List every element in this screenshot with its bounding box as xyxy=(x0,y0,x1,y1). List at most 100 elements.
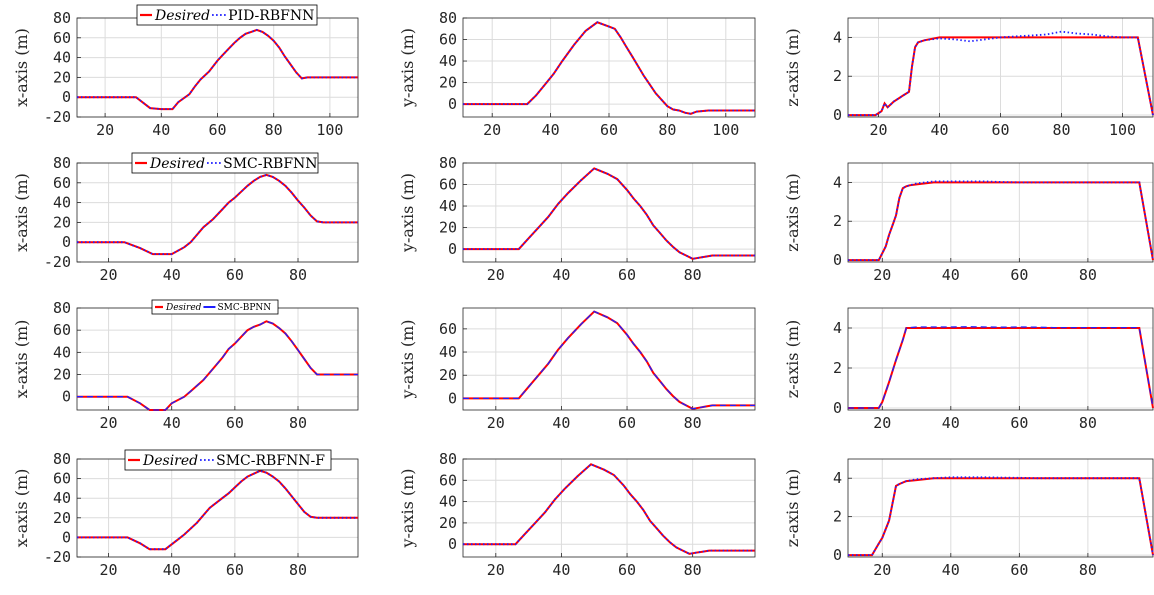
y-tick-label: 60 xyxy=(53,470,71,488)
series-estimated-line xyxy=(463,21,755,115)
y-tick-label: 0 xyxy=(62,388,71,406)
series-estimated-line xyxy=(463,463,755,555)
x-tick-label: 100 xyxy=(1109,121,1136,139)
series-desired-line xyxy=(463,463,755,555)
y-tick-label: 4 xyxy=(833,319,842,337)
x-tick-label: 80 xyxy=(1079,414,1097,432)
y-tick-label: 60 xyxy=(53,29,71,47)
y-tick-label: 2 xyxy=(833,212,842,230)
x-tick-label: 60 xyxy=(600,121,618,139)
x-tick-label: 20 xyxy=(873,561,891,579)
subplot-r3-c2: 20 40 60 80 0 2 4 z-axis (m) xyxy=(783,458,1154,579)
y-axis-label: x-axis (m) xyxy=(12,173,31,252)
x-tick-label: 20 xyxy=(873,266,891,284)
axes-frame xyxy=(847,307,1154,411)
y-tick-label: 20 xyxy=(439,219,457,237)
y-axis-label: y-axis (m) xyxy=(398,468,417,548)
y-tick-label: -20 xyxy=(44,253,71,271)
x-tick-label: 40 xyxy=(163,266,181,284)
subplot-r2-c1: 20 40 60 80 0 20 40 60 y-axis (m) xyxy=(398,307,756,432)
y-tick-label: 80 xyxy=(53,299,71,317)
y-tick-label: 80 xyxy=(53,154,71,172)
x-tick-label: 40 xyxy=(942,414,960,432)
x-tick-label: 20 xyxy=(869,121,887,139)
axes-frame xyxy=(847,162,1154,263)
y-axis-label: y-axis (m) xyxy=(398,173,417,253)
x-tick-label: 80 xyxy=(1052,121,1070,139)
y-tick-label: 20 xyxy=(53,509,71,527)
y-tick-label: 0 xyxy=(448,535,457,553)
axes-frame xyxy=(76,162,359,263)
x-tick-label: 40 xyxy=(152,121,170,139)
x-tick-label: 60 xyxy=(1010,561,1028,579)
axes-frame xyxy=(462,458,756,558)
series-estimated-line xyxy=(463,167,755,260)
y-tick-label: 0 xyxy=(833,399,842,417)
series-estimated-line xyxy=(848,326,1154,409)
y-tick-label: 20 xyxy=(53,68,71,86)
series-estimated-line xyxy=(77,469,358,551)
x-tick-label: 60 xyxy=(208,121,226,139)
y-axis-label: z-axis (m) xyxy=(783,28,802,106)
y-tick-label: 60 xyxy=(53,321,71,339)
x-tick-label: 80 xyxy=(684,266,702,284)
y-axis-label: z-axis (m) xyxy=(783,173,802,251)
y-tick-label: 40 xyxy=(439,197,457,215)
x-tick-label: 40 xyxy=(942,266,960,284)
y-tick-label: 0 xyxy=(62,88,71,106)
subplot-r0-c1: 20 40 60 80 100 0 20 40 60 80 y-axis (m) xyxy=(398,9,756,139)
subplot-r2-c2: 20 40 60 80 0 2 4 z-axis (m) xyxy=(783,307,1154,432)
y-tick-label: 40 xyxy=(53,194,71,212)
y-axis-label: x-axis (m) xyxy=(12,320,31,399)
legend-box xyxy=(131,152,319,174)
y-tick-label: 80 xyxy=(53,9,71,27)
x-tick-label: 40 xyxy=(163,561,181,579)
y-tick-label: 40 xyxy=(53,343,71,361)
y-tick-label: 40 xyxy=(439,493,457,511)
x-tick-label: 20 xyxy=(487,266,505,284)
subplot-r1-c2: 20 40 60 80 0 2 4 z-axis (m) xyxy=(783,162,1154,284)
legend-box xyxy=(124,449,332,471)
x-tick-label: 20 xyxy=(100,561,118,579)
y-tick-label: 60 xyxy=(439,31,457,49)
x-tick-label: 80 xyxy=(684,414,702,432)
legend-estimated-label: SMC-BPNN xyxy=(217,303,271,313)
x-tick-label: 20 xyxy=(487,561,505,579)
legend: Desired SMC-BPNN xyxy=(151,299,279,315)
y-tick-label: 40 xyxy=(439,52,457,70)
x-tick-label: 20 xyxy=(100,266,118,284)
x-tick-label: 40 xyxy=(163,414,181,432)
x-tick-label: 60 xyxy=(618,561,636,579)
x-tick-label: 40 xyxy=(930,121,948,139)
y-tick-label: 4 xyxy=(833,28,842,46)
y-tick-label: 20 xyxy=(439,514,457,532)
x-tick-label: 60 xyxy=(226,414,244,432)
y-tick-label: 60 xyxy=(439,320,457,338)
y-axis-label: x-axis (m) xyxy=(12,469,31,548)
x-tick-label: 80 xyxy=(684,561,702,579)
x-tick-label: 100 xyxy=(316,121,343,139)
x-tick-label: 60 xyxy=(1010,266,1028,284)
series-estimated-line xyxy=(463,310,755,410)
x-tick-label: 60 xyxy=(618,266,636,284)
x-tick-label: 40 xyxy=(552,414,570,432)
x-tick-label: 20 xyxy=(487,414,505,432)
y-tick-label: 20 xyxy=(53,213,71,231)
series-estimated-line xyxy=(77,320,358,411)
y-tick-label: 0 xyxy=(448,389,457,407)
y-tick-label: 2 xyxy=(833,508,842,526)
y-tick-label: 20 xyxy=(53,366,71,384)
x-tick-label: 80 xyxy=(1079,561,1097,579)
y-axis-label: z-axis (m) xyxy=(783,320,802,398)
y-tick-label: 0 xyxy=(833,106,842,124)
x-tick-label: 60 xyxy=(1010,414,1028,432)
y-tick-label: 80 xyxy=(53,450,71,468)
y-tick-label: -20 xyxy=(44,108,71,126)
subplot-r2-c0: 20 40 60 80 0 20 40 60 80 x-axis (m) xyxy=(12,299,359,432)
x-tick-label: 60 xyxy=(226,266,244,284)
y-tick-label: 80 xyxy=(439,154,457,172)
legend: Desired PID-RBFNN xyxy=(136,4,318,26)
x-tick-label: 80 xyxy=(289,414,307,432)
